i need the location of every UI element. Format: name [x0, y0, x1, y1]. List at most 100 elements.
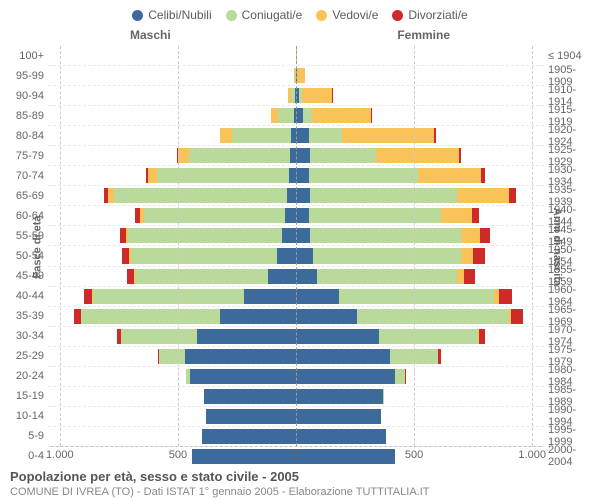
x-tick: 0	[293, 449, 299, 461]
age-label: 50-54	[8, 250, 44, 262]
age-label: 55-59	[8, 230, 44, 242]
bar-male	[204, 389, 296, 404]
legend-swatch	[226, 10, 237, 21]
x-tick: 500	[169, 449, 187, 461]
segment	[480, 228, 489, 243]
segment	[357, 309, 508, 324]
bar-female	[296, 329, 485, 344]
segment	[499, 289, 512, 304]
segment	[309, 168, 418, 183]
segment	[317, 269, 456, 284]
segment	[312, 108, 371, 123]
segment	[457, 269, 464, 284]
bar-male	[120, 228, 296, 243]
segment	[287, 188, 296, 203]
segment	[296, 349, 390, 364]
segment	[189, 148, 291, 163]
segment	[441, 208, 472, 223]
legend: Celibi/Nubili Coniugati/e Vedovi/e Divorzia…	[0, 0, 600, 28]
age-label: 65-69	[8, 190, 44, 202]
segment	[185, 349, 296, 364]
gridline	[414, 46, 415, 446]
segment	[302, 88, 333, 103]
segment	[310, 228, 461, 243]
segment	[114, 188, 286, 203]
bar-male	[122, 248, 296, 263]
segment	[296, 329, 379, 344]
legend-label: Vedovi/e	[332, 8, 378, 22]
bar-female	[296, 389, 384, 404]
age-label: 15-19	[8, 390, 44, 402]
segment	[285, 208, 296, 223]
gridline	[532, 46, 533, 446]
x-tick: 1.000	[46, 449, 74, 461]
birth-label: ≤ 1904	[548, 50, 600, 62]
bar-male	[135, 208, 296, 223]
bar-male	[202, 429, 296, 444]
segment	[418, 168, 482, 183]
plot-area: 100+≤ 190495-991905-190990-941910-191485…	[48, 46, 544, 447]
segment	[244, 289, 296, 304]
age-label: 80-84	[8, 130, 44, 142]
segment	[296, 168, 309, 183]
bar-female	[296, 188, 516, 203]
segment	[296, 429, 386, 444]
bar-male	[206, 409, 296, 424]
segment	[376, 148, 459, 163]
x-axis: 1.00050005001.000	[48, 447, 544, 465]
age-label: 20-24	[8, 370, 44, 382]
segment	[289, 168, 296, 183]
segment	[296, 228, 310, 243]
legend-label: Coniugati/e	[242, 8, 303, 22]
segment	[313, 248, 462, 263]
footer: Popolazione per età, sesso e stato civil…	[0, 465, 600, 498]
segment	[296, 369, 395, 384]
age-label: 10-14	[8, 410, 44, 422]
age-label: 100+	[8, 50, 44, 62]
segment	[296, 409, 381, 424]
bar-female	[296, 289, 512, 304]
segment	[220, 309, 296, 324]
legend-swatch	[392, 10, 403, 21]
segment	[220, 128, 232, 143]
segment	[74, 309, 81, 324]
bar-female	[296, 349, 441, 364]
segment	[127, 269, 134, 284]
segment	[459, 148, 461, 163]
header-female: Femmine	[397, 28, 450, 42]
bar-female	[296, 148, 461, 163]
bar-male	[177, 148, 296, 163]
legend-label: Divorziati/e	[408, 8, 467, 22]
segment	[481, 168, 485, 183]
legend-item: Celibi/Nubili	[132, 8, 211, 22]
bar-male	[74, 309, 296, 324]
segment	[342, 128, 434, 143]
segment	[268, 269, 296, 284]
segment	[144, 208, 286, 223]
segment	[473, 248, 485, 263]
segment	[461, 228, 480, 243]
segment	[309, 208, 441, 223]
legend-swatch	[316, 10, 327, 21]
bar-female	[296, 228, 490, 243]
age-label: 5-9	[8, 430, 44, 442]
segment	[379, 329, 478, 344]
segment	[159, 349, 185, 364]
bar-male	[271, 108, 296, 123]
age-label: 0-4	[8, 450, 44, 462]
yaxis-left-title: Fasce di età	[31, 215, 43, 278]
segment	[438, 349, 440, 364]
bar-female	[296, 108, 372, 123]
segment	[296, 208, 309, 223]
birth-label: 2000-2004	[548, 444, 600, 468]
segment	[339, 289, 495, 304]
segment	[131, 248, 277, 263]
bar-male	[104, 188, 296, 203]
segment	[296, 188, 310, 203]
segment	[271, 108, 278, 123]
segment	[122, 248, 129, 263]
bar-female	[296, 309, 523, 324]
segment	[232, 128, 291, 143]
segment	[296, 248, 313, 263]
bar-male	[288, 88, 296, 103]
